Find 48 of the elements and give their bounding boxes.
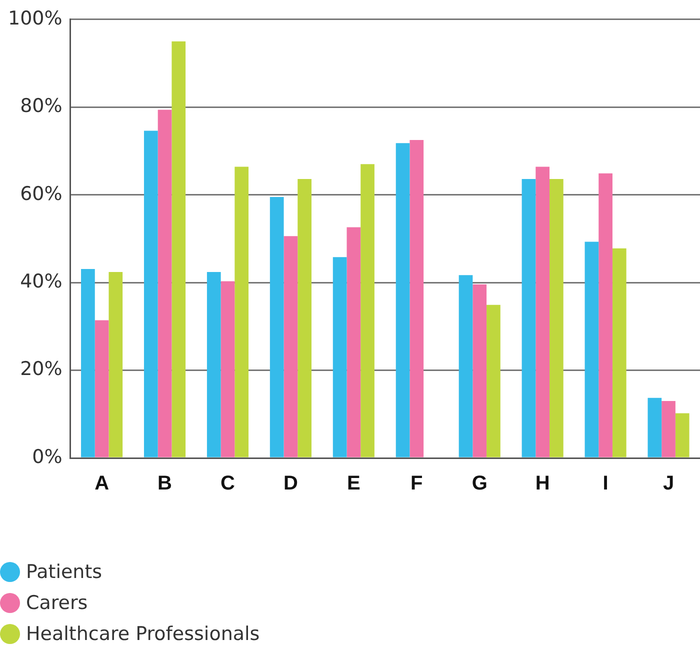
bar [360,164,374,458]
bar [108,272,123,458]
x-tick-label: I [602,472,608,495]
bar [662,400,676,458]
bar [396,143,410,458]
legend-label: Patients [26,560,102,582]
bar [550,179,564,458]
x-tick-label: C [220,472,235,495]
bar [81,268,95,458]
bar [675,413,690,458]
bar [536,166,550,458]
legend-label: Healthcare Professionals [26,622,260,644]
bar [332,257,347,458]
bar [612,248,626,458]
bar [158,110,172,458]
y-tick-label: 20% [20,358,62,380]
bar [94,320,109,458]
bar [144,130,158,458]
y-tick-label: 40% [20,270,62,292]
y-tick-label: 0% [32,446,62,468]
bar [234,166,249,458]
x-tick-label: H [535,472,550,495]
bar [472,284,487,458]
x-tick-label: E [347,472,360,495]
bar [220,281,235,458]
bar [172,41,186,458]
legend-label: Carers [26,592,88,614]
bar [598,173,612,458]
bar [648,398,662,458]
y-tick-label: 80% [20,95,62,118]
bar [486,304,500,458]
bar [410,140,424,458]
y-tick-label: 60% [20,182,62,205]
x-tick-label: B [158,472,172,495]
x-tick-label: F [410,472,423,495]
bar [298,179,312,458]
x-tick-label: D [283,472,298,495]
x-tick-label: A [94,472,110,495]
y-tick-label: 100% [8,7,62,30]
bar [284,236,298,458]
x-tick-label: G [472,472,488,495]
bar [346,227,361,458]
bar [458,275,473,458]
x-tick-label: J [662,472,674,495]
bar [206,272,221,458]
bar [584,242,599,458]
bar [522,179,536,458]
bar [270,197,284,458]
